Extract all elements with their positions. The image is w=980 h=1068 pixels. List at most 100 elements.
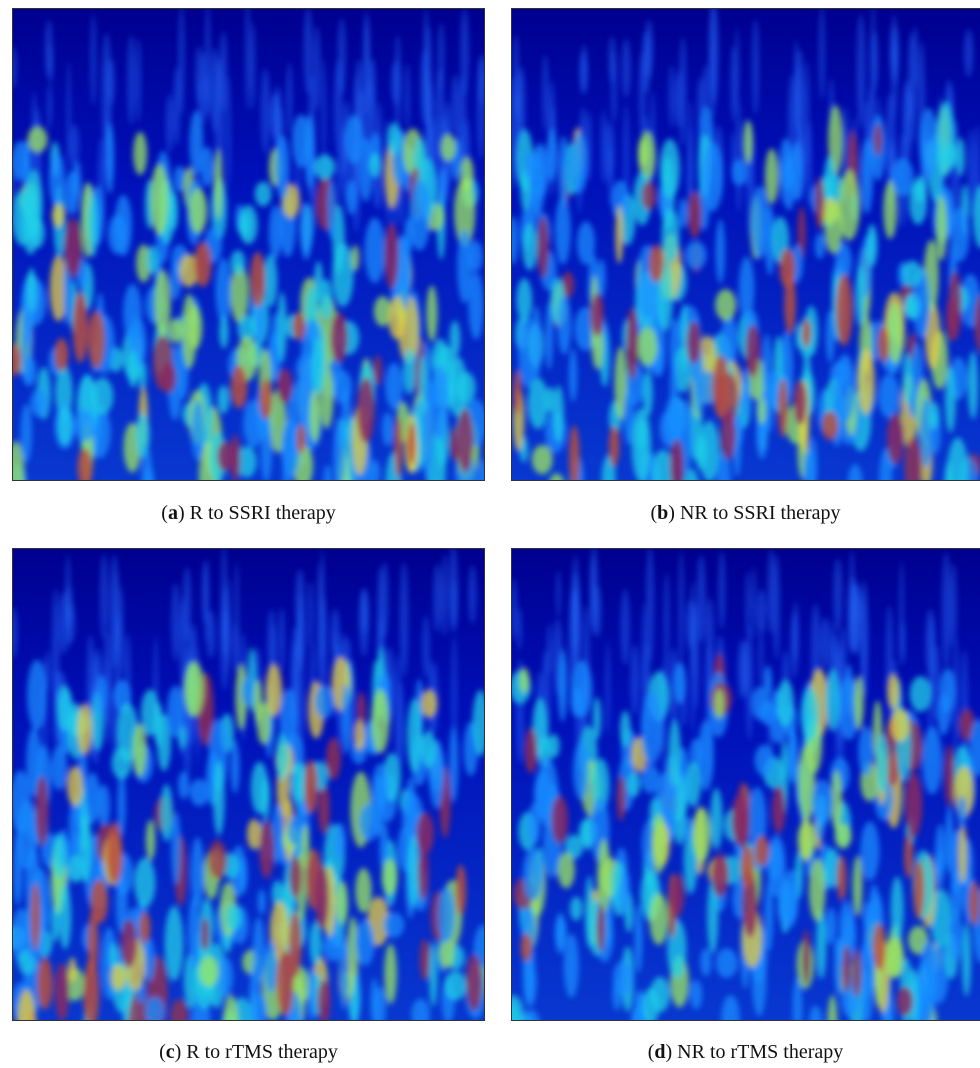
blob xyxy=(51,203,66,228)
blob xyxy=(371,689,390,754)
blob xyxy=(382,912,405,938)
blob xyxy=(372,763,389,811)
blob xyxy=(751,185,769,259)
blob xyxy=(382,412,394,447)
blob xyxy=(421,689,438,718)
blob xyxy=(743,120,753,164)
caption-text: ) NR to rTMS therapy xyxy=(665,1041,844,1063)
blob xyxy=(17,989,37,1020)
blob xyxy=(814,177,825,230)
texture xyxy=(13,549,484,1020)
blob xyxy=(230,740,240,794)
blob xyxy=(95,675,108,714)
blob xyxy=(416,812,434,855)
blob xyxy=(759,700,775,726)
blob xyxy=(611,180,630,221)
blob xyxy=(427,82,434,173)
blob xyxy=(449,320,461,358)
blob xyxy=(702,141,724,212)
blob xyxy=(357,691,366,728)
blob xyxy=(154,269,171,338)
blob xyxy=(942,141,958,169)
blob xyxy=(738,256,755,321)
blob xyxy=(873,123,883,156)
blob xyxy=(531,143,549,200)
blob xyxy=(355,868,372,913)
blob xyxy=(385,362,403,410)
blob xyxy=(65,554,71,652)
blob xyxy=(814,233,825,260)
blob xyxy=(554,196,571,265)
blob xyxy=(889,708,910,742)
blob xyxy=(447,356,467,417)
blob xyxy=(173,165,186,193)
blob xyxy=(214,148,223,221)
blob xyxy=(651,813,667,874)
blob xyxy=(127,350,139,388)
blob xyxy=(220,587,230,691)
blob xyxy=(680,303,689,372)
blob xyxy=(188,895,200,971)
blob xyxy=(426,285,438,342)
blob xyxy=(465,954,483,1012)
blob xyxy=(974,295,980,353)
blob xyxy=(341,683,351,755)
blob xyxy=(928,402,940,430)
blob xyxy=(21,185,40,255)
texture xyxy=(512,549,980,1020)
blob xyxy=(438,168,447,204)
blob xyxy=(217,385,230,414)
blob xyxy=(605,641,610,736)
blob xyxy=(206,609,216,659)
blob xyxy=(641,603,647,711)
blob xyxy=(110,964,127,991)
blob xyxy=(752,566,757,639)
blob xyxy=(99,554,109,641)
blob xyxy=(930,888,952,949)
blob xyxy=(959,708,975,741)
blob xyxy=(901,260,923,288)
blob xyxy=(422,615,430,678)
blob xyxy=(634,989,645,1017)
blob xyxy=(816,908,827,980)
blob xyxy=(745,571,751,636)
blob xyxy=(564,834,584,860)
caption-letter: c xyxy=(165,1041,175,1063)
blob xyxy=(391,60,401,105)
blob xyxy=(710,788,723,850)
blob xyxy=(345,180,357,215)
caption-letter: d xyxy=(654,1041,666,1063)
blob xyxy=(537,215,549,279)
blob xyxy=(568,348,578,403)
blob xyxy=(576,221,596,265)
blob xyxy=(66,60,71,175)
blob xyxy=(47,82,53,130)
blob xyxy=(322,933,345,962)
blob xyxy=(54,962,70,1020)
blob xyxy=(88,194,99,257)
blob xyxy=(191,399,205,461)
blob xyxy=(74,410,95,442)
blob xyxy=(913,860,925,920)
blob xyxy=(77,703,93,755)
blob xyxy=(949,909,963,963)
blob xyxy=(408,180,431,251)
blob xyxy=(735,101,742,213)
blob xyxy=(359,589,369,657)
blob xyxy=(904,833,914,879)
blob xyxy=(902,353,913,405)
blob xyxy=(922,726,943,795)
blob xyxy=(260,68,271,154)
blob xyxy=(878,374,900,419)
blob xyxy=(271,803,284,865)
blob xyxy=(549,473,564,480)
blob xyxy=(686,599,696,649)
blob xyxy=(287,385,298,461)
blob xyxy=(649,244,664,283)
blob xyxy=(123,284,142,342)
blob xyxy=(696,554,706,644)
blob xyxy=(877,325,890,363)
blob xyxy=(66,766,84,807)
blob xyxy=(764,148,779,205)
